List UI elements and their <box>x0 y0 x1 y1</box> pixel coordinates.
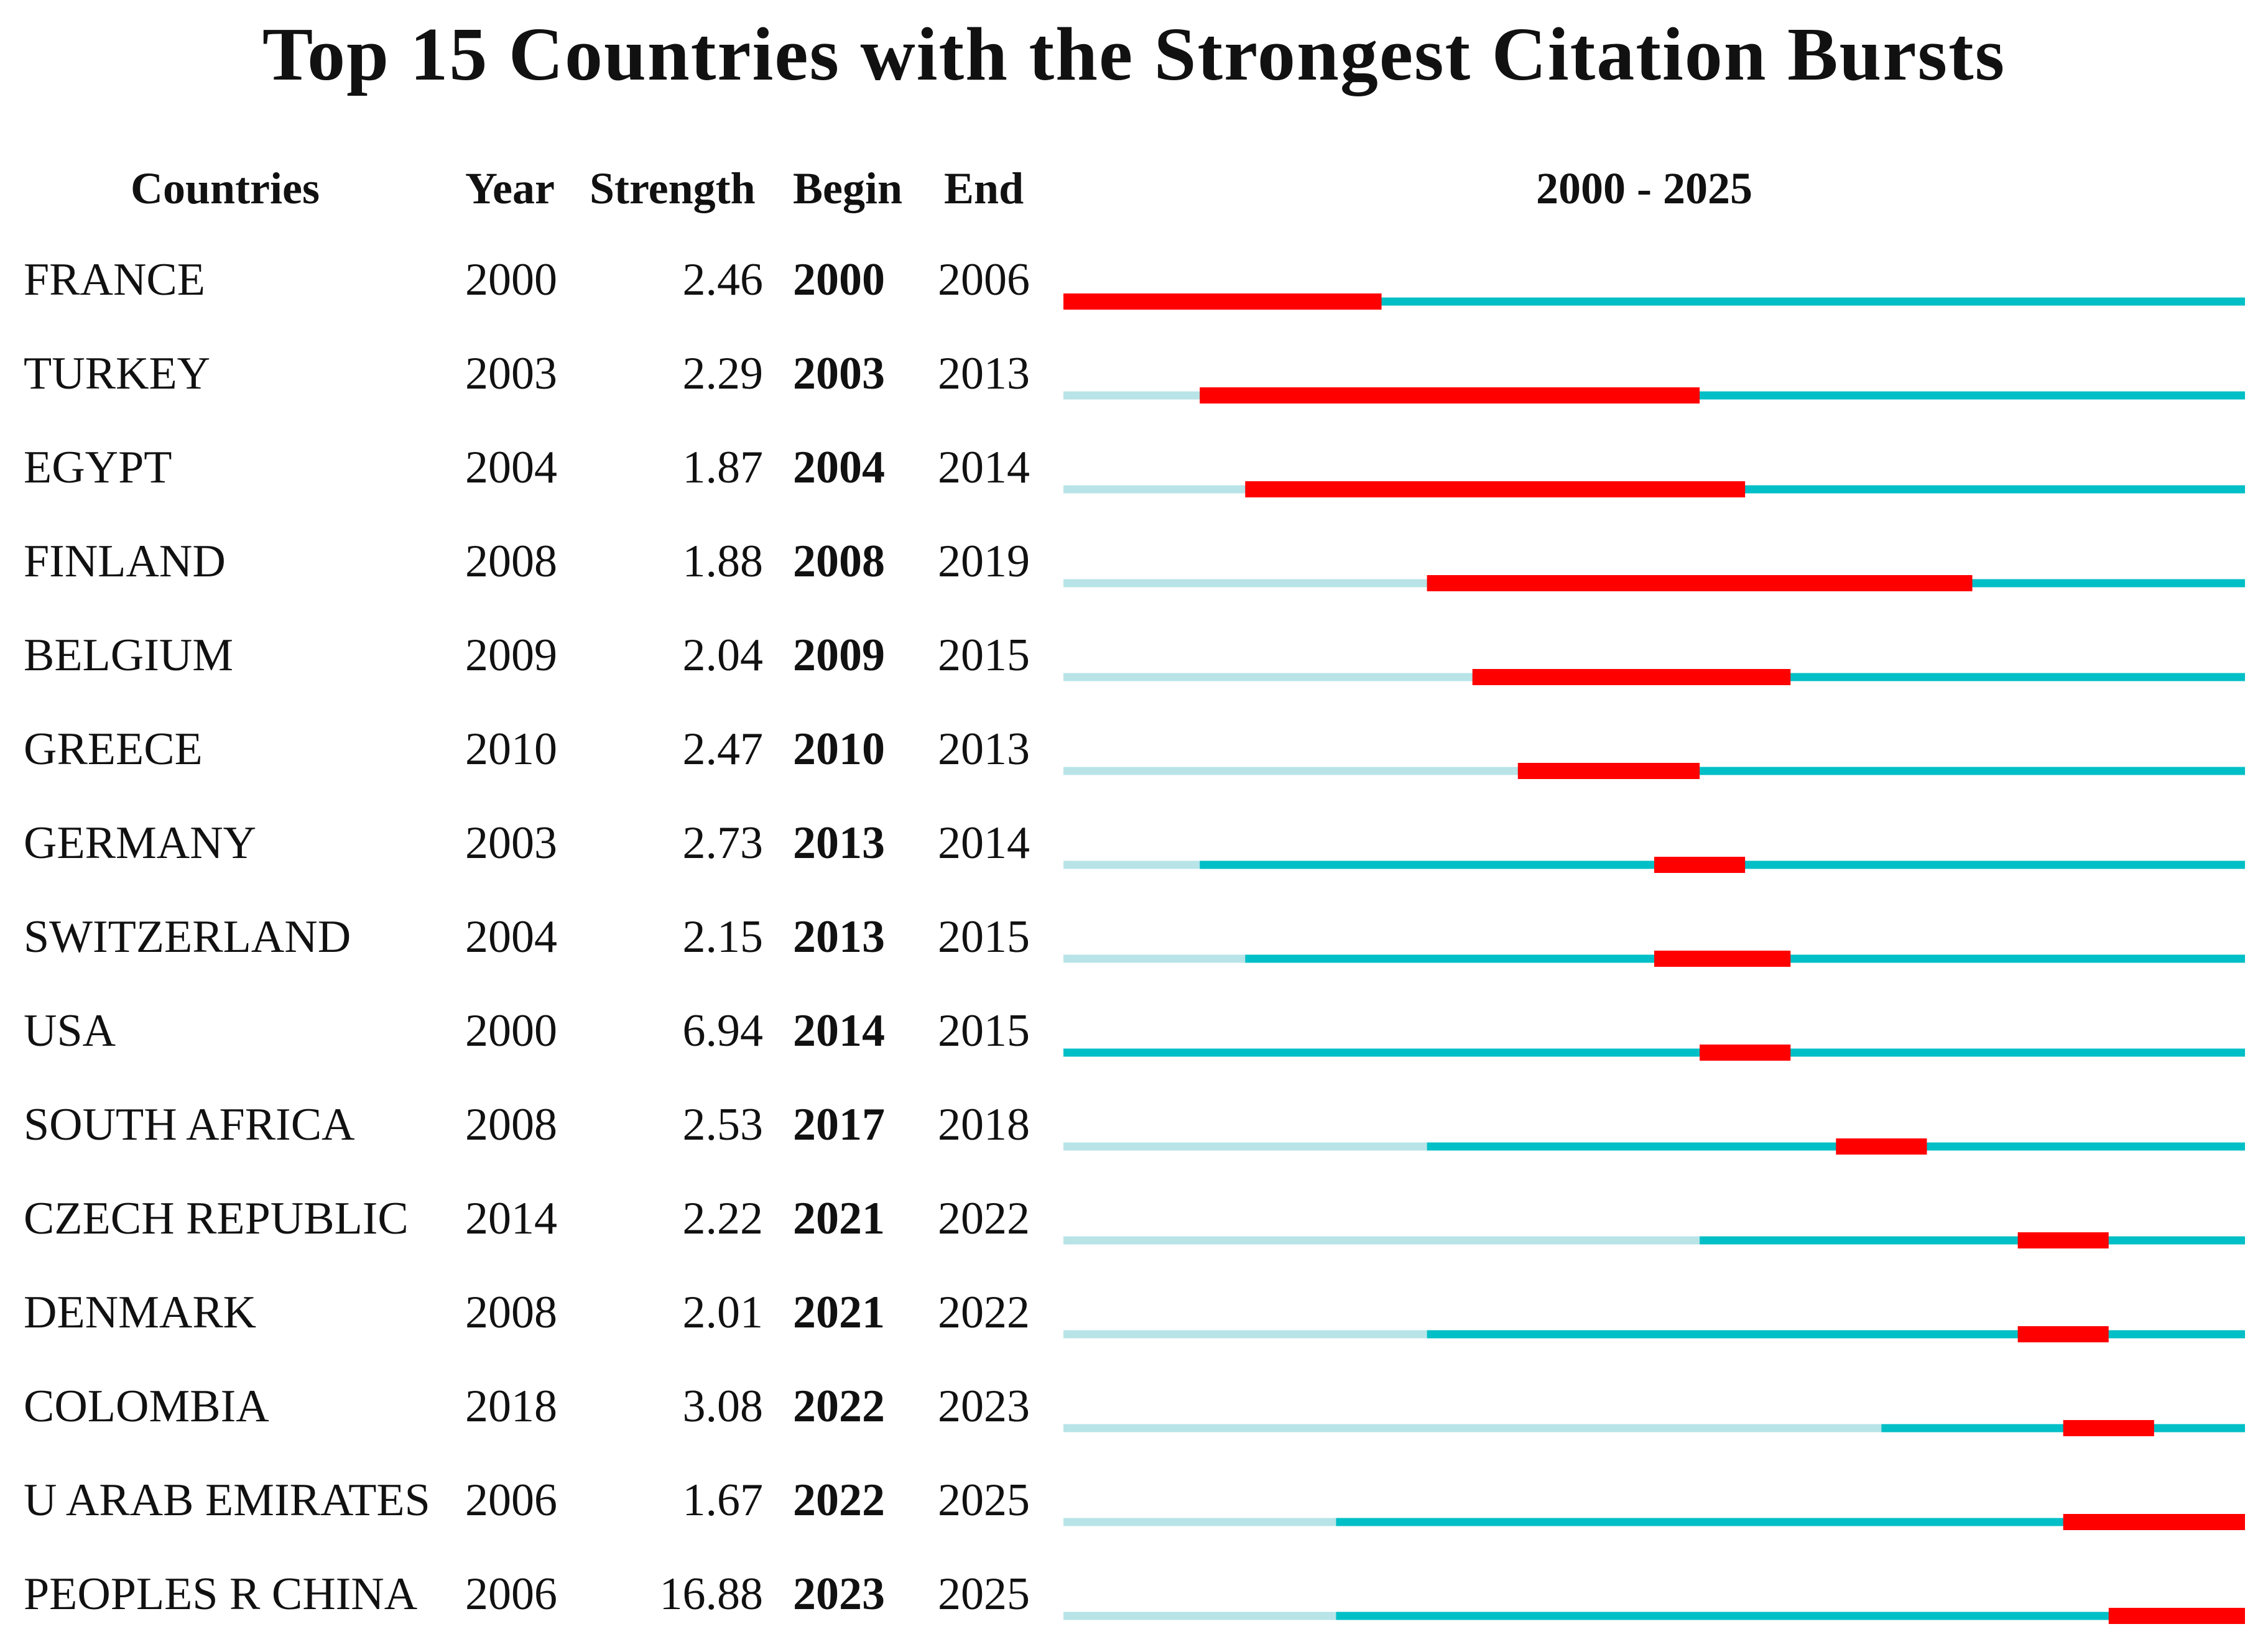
row-begin: 2008 <box>793 536 885 587</box>
row-begin: 2013 <box>793 818 885 869</box>
row-end: 2015 <box>938 1005 1030 1056</box>
row-begin: 2003 <box>793 348 885 399</box>
row-country: BELGIUM <box>24 630 234 681</box>
row-country: FRANCE <box>24 254 205 305</box>
row-country: CZECH REPUBLIC <box>24 1193 409 1244</box>
row-strength: 2.73 <box>682 818 764 869</box>
row-strength: 2.15 <box>682 911 764 962</box>
row-begin: 2021 <box>793 1193 885 1244</box>
header-year-range: 2000 - 2025 <box>1536 164 1752 213</box>
header-end: End <box>944 164 1024 213</box>
row-country: USA <box>24 1005 116 1056</box>
row-year: 2018 <box>465 1381 557 1432</box>
row-year: 2008 <box>465 1287 557 1338</box>
row-country: TURKEY <box>24 348 211 399</box>
row-strength: 2.29 <box>682 348 764 399</box>
row-end: 2014 <box>938 818 1030 869</box>
row-year: 2009 <box>465 630 557 681</box>
row-strength: 2.46 <box>682 254 764 305</box>
row-country: FINLAND <box>24 536 226 587</box>
row-begin: 2000 <box>793 254 885 305</box>
row-begin: 2014 <box>793 1005 885 1056</box>
row-strength: 1.87 <box>682 442 764 493</box>
row-strength: 2.04 <box>682 630 764 681</box>
header-countries: Countries <box>131 164 320 213</box>
row-end: 2019 <box>938 536 1030 587</box>
header-strength: Strength <box>590 164 756 213</box>
row-end: 2013 <box>938 724 1030 775</box>
chart-title: Top 15 Countries with the Strongest Cita… <box>262 12 2006 96</box>
row-year: 2004 <box>465 442 557 493</box>
row-strength: 2.01 <box>682 1287 764 1338</box>
row-begin: 2013 <box>793 911 885 962</box>
row-begin: 2022 <box>793 1381 885 1432</box>
row-country: GERMANY <box>24 818 257 869</box>
row-begin: 2017 <box>793 1099 885 1150</box>
row-country: SWITZERLAND <box>24 911 351 962</box>
row-begin: 2022 <box>793 1475 885 1526</box>
row-year: 2003 <box>465 348 557 399</box>
row-country: DENMARK <box>24 1287 257 1338</box>
row-end: 2014 <box>938 442 1030 493</box>
row-end: 2006 <box>938 254 1030 305</box>
row-strength: 2.22 <box>682 1193 764 1244</box>
row-end: 2015 <box>938 630 1030 681</box>
row-end: 2025 <box>938 1475 1030 1526</box>
row-year: 2003 <box>465 818 557 869</box>
row-end: 2022 <box>938 1193 1030 1244</box>
row-end: 2013 <box>938 348 1030 399</box>
row-strength: 3.08 <box>682 1381 764 1432</box>
row-begin: 2023 <box>793 1569 885 1620</box>
row-strength: 6.94 <box>682 1005 764 1056</box>
row-year: 2010 <box>465 724 557 775</box>
row-country: EGYPT <box>24 442 172 493</box>
row-strength: 1.67 <box>682 1475 764 1526</box>
row-country: COLOMBIA <box>24 1381 269 1432</box>
row-end: 2025 <box>938 1569 1030 1620</box>
row-year: 2014 <box>465 1193 557 1244</box>
header-year: Year <box>465 164 555 213</box>
row-strength: 1.88 <box>682 536 764 587</box>
row-year: 2006 <box>465 1569 557 1620</box>
row-begin: 2021 <box>793 1287 885 1338</box>
row-country: PEOPLES R CHINA <box>24 1569 418 1620</box>
row-end: 2018 <box>938 1099 1030 1150</box>
row-country: SOUTH AFRICA <box>24 1099 355 1150</box>
row-year: 2000 <box>465 1005 557 1056</box>
row-country: U ARAB EMIRATES <box>24 1475 430 1526</box>
row-strength: 2.53 <box>682 1099 764 1150</box>
row-year: 2006 <box>465 1475 557 1526</box>
row-end: 2023 <box>938 1381 1030 1432</box>
row-year: 2004 <box>465 911 557 962</box>
row-end: 2015 <box>938 911 1030 962</box>
row-strength: 2.47 <box>682 724 764 775</box>
row-year: 2000 <box>465 254 557 305</box>
header-begin: Begin <box>793 164 903 213</box>
row-country: GREECE <box>24 724 203 775</box>
row-year: 2008 <box>465 1099 557 1150</box>
row-begin: 2009 <box>793 630 885 681</box>
row-end: 2022 <box>938 1287 1030 1338</box>
row-year: 2008 <box>465 536 557 587</box>
row-begin: 2004 <box>793 442 885 493</box>
row-begin: 2010 <box>793 724 885 775</box>
row-strength: 16.88 <box>659 1569 764 1620</box>
